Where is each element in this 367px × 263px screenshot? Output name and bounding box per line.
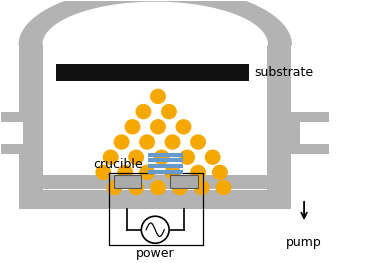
Circle shape bbox=[150, 119, 166, 134]
Text: pump: pump bbox=[286, 236, 322, 250]
Circle shape bbox=[154, 149, 170, 165]
Circle shape bbox=[139, 165, 155, 180]
Bar bbox=[19, 45, 43, 189]
Circle shape bbox=[139, 134, 155, 150]
Circle shape bbox=[165, 134, 181, 150]
Bar bbox=[19, 189, 291, 209]
Circle shape bbox=[190, 134, 206, 150]
Circle shape bbox=[172, 180, 188, 195]
Polygon shape bbox=[43, 2, 268, 45]
Circle shape bbox=[117, 165, 133, 180]
Bar bbox=[268, 45, 291, 189]
Bar bbox=[290, 112, 329, 154]
Circle shape bbox=[124, 119, 141, 134]
Circle shape bbox=[216, 180, 232, 195]
Circle shape bbox=[103, 149, 119, 165]
Circle shape bbox=[141, 216, 169, 243]
Text: substrate: substrate bbox=[254, 66, 313, 79]
Circle shape bbox=[205, 149, 221, 165]
Circle shape bbox=[194, 180, 210, 195]
Circle shape bbox=[150, 89, 166, 104]
Bar bbox=[43, 175, 268, 189]
Text: power: power bbox=[136, 247, 175, 260]
Bar bbox=[1, 122, 23, 144]
Circle shape bbox=[128, 149, 144, 165]
Bar bbox=[170, 175, 198, 188]
Circle shape bbox=[114, 134, 130, 150]
Circle shape bbox=[150, 180, 166, 195]
Bar bbox=[113, 175, 141, 188]
Circle shape bbox=[165, 165, 181, 180]
Text: crucible: crucible bbox=[94, 158, 143, 171]
Circle shape bbox=[190, 165, 206, 180]
Polygon shape bbox=[19, 0, 291, 45]
Circle shape bbox=[106, 180, 122, 195]
Circle shape bbox=[175, 119, 192, 134]
Circle shape bbox=[161, 104, 177, 119]
Circle shape bbox=[179, 149, 195, 165]
Bar bbox=[300, 122, 329, 144]
Bar bbox=[56, 64, 250, 81]
Bar bbox=[43, 46, 268, 190]
Circle shape bbox=[128, 180, 144, 195]
Bar bbox=[1, 112, 36, 154]
Circle shape bbox=[212, 165, 228, 180]
Circle shape bbox=[135, 104, 151, 119]
Circle shape bbox=[95, 165, 111, 180]
